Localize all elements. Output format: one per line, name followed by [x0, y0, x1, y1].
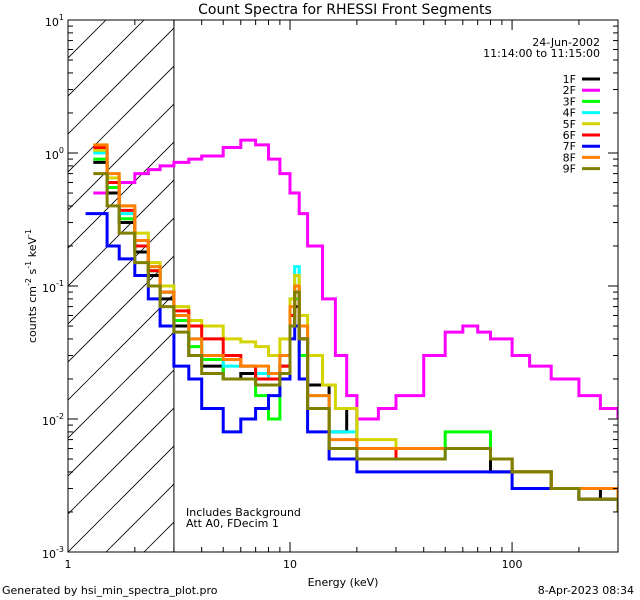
series-layer: [85, 138, 618, 512]
y-tick-label: 10-1: [42, 279, 64, 295]
time-range-label: 11:14:00 to 11:15:00: [483, 47, 600, 60]
x-tick-label: 10: [283, 558, 297, 571]
hatch-line: [68, 445, 174, 552]
hatch-line: [600, 0, 640, 552]
series-line-7F: [85, 212, 618, 512]
annotation-background: Includes Background: [186, 506, 301, 519]
y-axis-label: counts cm-2 s-1 keV-1: [24, 229, 39, 343]
hatch-line: [410, 0, 640, 552]
legend-label-7F: 7F: [563, 140, 576, 153]
x-tick-label: 1: [65, 558, 72, 571]
chart-title: Count Spectra for RHESSI Front Segments: [198, 2, 492, 18]
hatch-line: [0, 0, 98, 552]
hatch-line: [68, 407, 174, 515]
legend-label-1F: 1F: [563, 73, 576, 86]
hatch-line: [68, 293, 174, 401]
hatch-line: [334, 0, 640, 552]
x-tick-label: 100: [502, 558, 523, 571]
hatch-line: [372, 0, 640, 552]
hatch-line: [524, 0, 640, 552]
hatch-line: [68, 369, 174, 477]
legend-label-3F: 3F: [563, 95, 576, 108]
hatch-line: [220, 0, 640, 552]
hatch-line: [68, 331, 174, 439]
hatch-line: [258, 0, 640, 552]
hatch-line: [68, 27, 174, 135]
legend-label-9F: 9F: [563, 163, 576, 176]
hatch-line: [68, 103, 174, 211]
hatch-line: [68, 217, 174, 325]
y-tick-label: 10-2: [42, 412, 64, 428]
hatch-line: [448, 0, 640, 552]
hatch-line: [105, 483, 174, 552]
y-tick-label: 100: [45, 146, 64, 162]
y-tick-label: 101: [45, 13, 64, 29]
legend-label-6F: 6F: [563, 129, 576, 142]
hatch-line: [68, 20, 145, 97]
hatch-line: [296, 0, 640, 552]
hatch-line: [68, 255, 174, 363]
series-line-2F: [93, 138, 618, 421]
legend-label-2F: 2F: [563, 84, 576, 97]
hatched-region: [0, 0, 640, 552]
hatch-line: [68, 20, 107, 59]
series-line-9F: [93, 172, 618, 512]
legend-label-8F: 8F: [563, 151, 576, 164]
x-axis-label: Energy (keV): [308, 576, 379, 589]
legend-label-5F: 5F: [563, 118, 576, 131]
axis-ticks: [67, 20, 619, 553]
hatch-line: [68, 141, 174, 249]
hatch-line: [68, 179, 174, 287]
hatch-line: [0, 0, 22, 552]
legend-label-4F: 4F: [563, 107, 576, 120]
y-tick-label: 10-3: [42, 545, 64, 561]
generated-by-label: Generated by hsi_min_spectra_plot.pro: [2, 584, 218, 597]
annotation-attenuator: Att A0, FDecim 1: [186, 517, 279, 530]
footer-timestamp: 8-Apr-2023 08:34: [538, 584, 634, 597]
date-label: 24-Jun-2002: [532, 36, 600, 49]
